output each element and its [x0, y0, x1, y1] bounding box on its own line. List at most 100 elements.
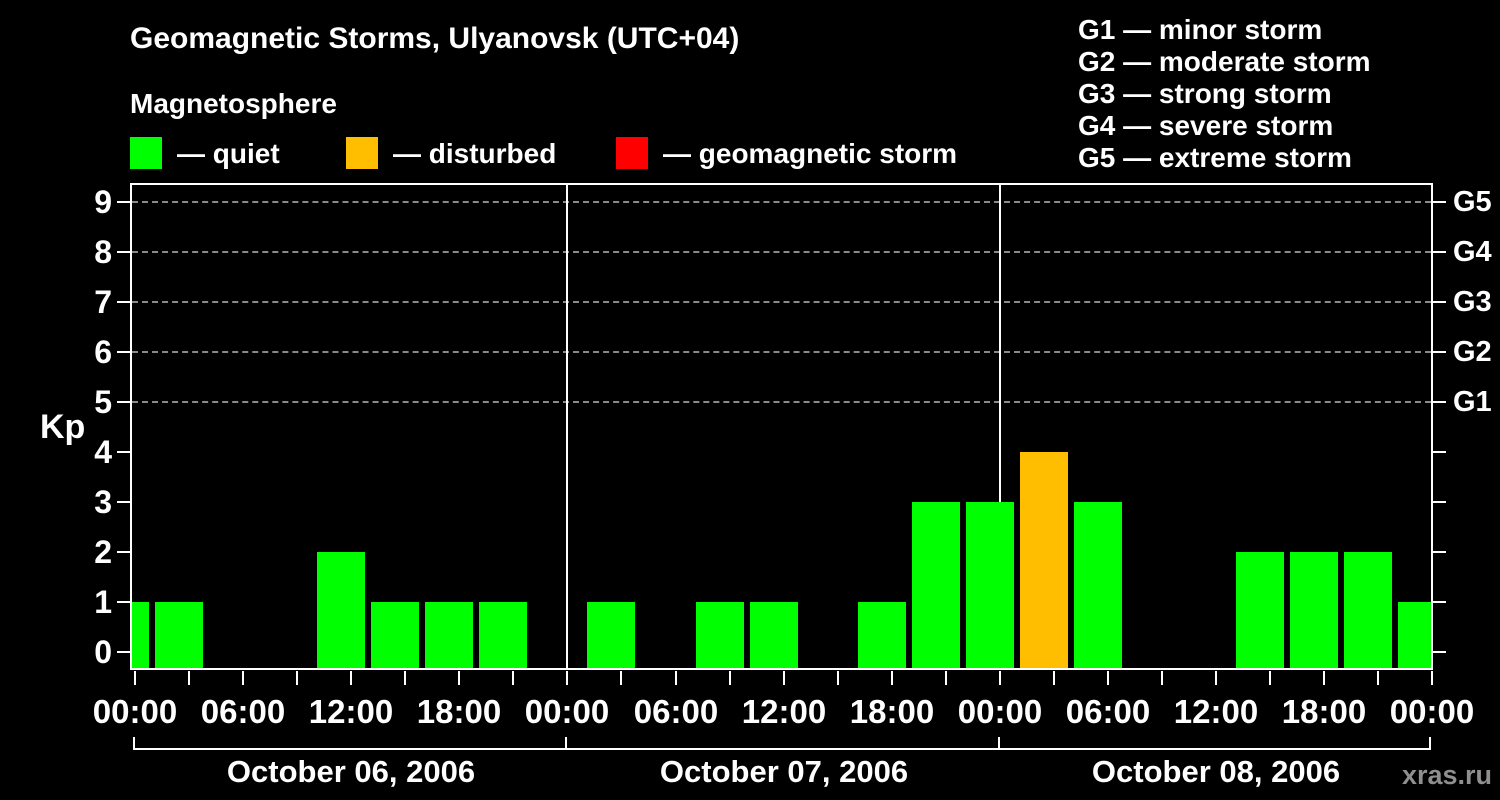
- x-tick: [675, 671, 677, 685]
- right-tick: [1432, 401, 1446, 403]
- time-label: 00:00: [957, 693, 1043, 730]
- time-label: 06:00: [1065, 693, 1151, 730]
- time-label: 18:00: [416, 693, 502, 730]
- x-tick: [1215, 671, 1217, 685]
- legend-swatch-quiet: [130, 137, 162, 169]
- kp-bar: [371, 602, 419, 668]
- x-tick: [566, 671, 568, 685]
- x-tick: [783, 671, 785, 685]
- x-tick: [296, 671, 298, 685]
- g-level-label-g1: G1: [1453, 386, 1492, 418]
- kp-bar: [750, 602, 798, 668]
- kp-bar: [1290, 552, 1338, 668]
- x-tick: [458, 671, 460, 685]
- x-tick: [837, 671, 839, 685]
- kp-bar: [1074, 502, 1122, 668]
- x-tick: [242, 671, 244, 685]
- y-tick: [117, 601, 131, 603]
- x-tick: [350, 671, 352, 685]
- x-tick: [404, 671, 406, 685]
- right-tick: [1432, 601, 1446, 603]
- watermark: xras.ru: [1401, 760, 1492, 790]
- y-axis-title: Kp: [40, 408, 86, 446]
- legend-swatch-storm: [616, 137, 648, 169]
- x-tick: [620, 671, 622, 685]
- y-tick: [117, 401, 131, 403]
- right-tick: [1432, 201, 1446, 203]
- right-tick: [1432, 251, 1446, 253]
- day-separator: [999, 185, 1001, 668]
- g-legend-row: G5 — extreme storm: [1078, 142, 1352, 173]
- right-tick: [1432, 351, 1446, 353]
- y-tick-label: 3: [94, 484, 112, 520]
- g-level-label-g4: G4: [1453, 236, 1492, 268]
- kp-bar: [317, 552, 365, 668]
- kp-bar: [1344, 552, 1392, 668]
- time-label: 12:00: [1173, 693, 1259, 730]
- y-tick-label: 8: [94, 234, 112, 270]
- date-bracket-tick: [565, 737, 567, 749]
- x-tick: [729, 671, 731, 685]
- y-tick-label: 7: [94, 284, 112, 320]
- x-tick: [1323, 671, 1325, 685]
- x-tick: [188, 671, 190, 685]
- x-tick: [1377, 671, 1379, 685]
- page-title: Geomagnetic Storms, Ulyanovsk (UTC+04): [130, 22, 740, 55]
- x-tick: [999, 671, 1001, 685]
- x-tick: [891, 671, 893, 685]
- day-separator: [566, 185, 568, 668]
- x-tick: [1269, 671, 1271, 685]
- date-bracket-tick: [1429, 737, 1431, 749]
- right-tick: [1432, 451, 1446, 453]
- kp-bar: [696, 602, 744, 668]
- y-tick-label: 6: [94, 334, 112, 370]
- legend-label-quiet: — quiet: [177, 138, 280, 169]
- y-tick-label: 0: [94, 634, 112, 670]
- kp-bar: [479, 602, 527, 668]
- x-tick: [512, 671, 514, 685]
- g-level-label-g3: G3: [1453, 286, 1492, 318]
- y-tick: [117, 551, 131, 553]
- date-label: October 08, 2006: [1091, 754, 1341, 789]
- g-legend-row: G2 — moderate storm: [1078, 46, 1371, 77]
- date-label: October 06, 2006: [226, 754, 476, 789]
- time-label: 18:00: [849, 693, 935, 730]
- x-tick: [1161, 671, 1163, 685]
- y-tick-label: 9: [94, 184, 112, 220]
- g-level-label-g2: G2: [1453, 336, 1492, 368]
- kp-bar: [1398, 602, 1431, 668]
- y-tick: [117, 351, 131, 353]
- date-bracket-tick: [998, 737, 1000, 749]
- kp-bar: [1020, 452, 1068, 668]
- kp-bar: [1236, 552, 1284, 668]
- time-label: 12:00: [741, 693, 827, 730]
- y-tick: [117, 251, 131, 253]
- y-tick: [117, 501, 131, 503]
- g-legend-row: G3 — strong storm: [1078, 78, 1332, 109]
- y-tick-label: 5: [94, 384, 112, 420]
- time-label: 00:00: [92, 693, 178, 730]
- kp-bar: [155, 602, 203, 668]
- legend-swatch-disturbed: [346, 137, 378, 169]
- kp-bar: [912, 502, 960, 668]
- time-label: 06:00: [633, 693, 719, 730]
- y-tick-label: 4: [94, 434, 112, 470]
- gridline-kp7: [132, 300, 1431, 303]
- gridline-kp8: [132, 250, 1431, 253]
- date-bracket-line: [133, 748, 1431, 750]
- y-tick: [117, 651, 131, 653]
- gridline-kp5: [132, 400, 1431, 403]
- x-tick: [134, 671, 136, 685]
- x-tick: [1107, 671, 1109, 685]
- kp-bar: [858, 602, 906, 668]
- y-tick: [117, 451, 131, 453]
- date-bracket-tick: [133, 737, 135, 749]
- time-label: 00:00: [524, 693, 610, 730]
- time-label: 12:00: [308, 693, 394, 730]
- x-tick: [1431, 671, 1433, 685]
- right-tick: [1432, 501, 1446, 503]
- legend-label-disturbed: — disturbed: [393, 138, 557, 169]
- time-label: 18:00: [1281, 693, 1367, 730]
- right-tick: [1432, 651, 1446, 653]
